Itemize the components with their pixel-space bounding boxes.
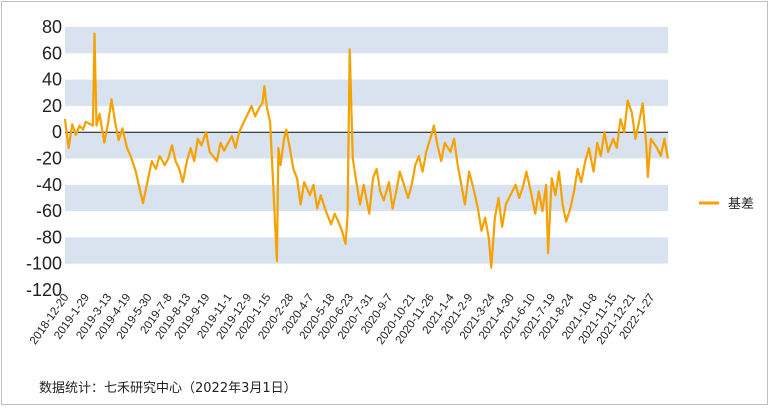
y-tick-label: -60 (36, 201, 62, 221)
y-tick-label: -120 (26, 280, 62, 300)
y-tick-label: 0 (52, 122, 62, 142)
y-tick-label: 40 (42, 70, 62, 90)
y-tick-label: -100 (26, 254, 62, 274)
y-tick-label: -80 (36, 227, 62, 247)
grid-band (65, 79, 668, 106)
source-note: 数据统计：七禾研究中心（2022年3月1日） (39, 381, 297, 396)
legend: 基差 (699, 197, 754, 212)
y-axis-ticks: 80 60 40 20 0 -20 -40 -60 -80 -100 -120 (26, 17, 62, 300)
grid-band (65, 237, 668, 264)
series-lines (63, 32, 670, 269)
y-tick-label: 80 (42, 17, 62, 37)
legend-label: 基差 (728, 197, 754, 212)
y-tick-label: -40 (36, 175, 62, 195)
grid-bands (65, 27, 668, 264)
x-axis-ticks: 2018-12-202019-1-292019-3-132019-4-19201… (28, 291, 658, 347)
grid-band (65, 132, 668, 159)
series-line-basis (63, 32, 670, 269)
y-tick-label: 20 (42, 96, 62, 116)
y-tick-label: -20 (36, 149, 62, 169)
grid-band (65, 27, 668, 54)
y-tick-label: 60 (42, 43, 62, 63)
